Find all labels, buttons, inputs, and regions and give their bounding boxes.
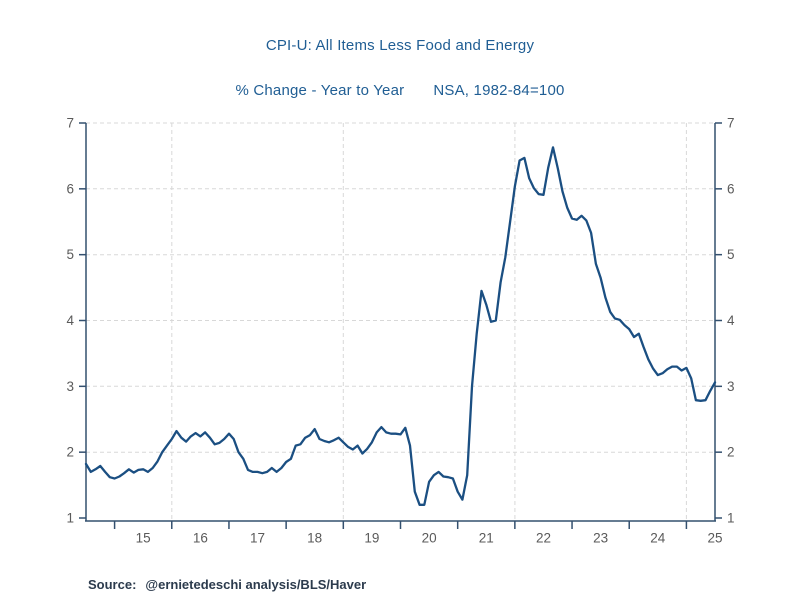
y-tick-label-right: 1 <box>727 511 735 526</box>
y-tick-label-left: 3 <box>66 379 74 394</box>
y-ticks: 1 1 2 2 3 3 4 4 5 5 6 6 7 7 <box>66 116 735 526</box>
y-tick-label-left: 7 <box>66 116 74 131</box>
x-tick-label: 17 <box>250 531 265 546</box>
x-tick-label: 20 <box>422 531 437 546</box>
x-ticks: 15 16 17 18 19 20 21 22 23 24 25 <box>113 521 723 546</box>
x-tick-label: 21 <box>479 531 494 546</box>
y-tick-label-right: 3 <box>727 379 735 394</box>
chart-subtitle-basis: NSA, 1982-84=100 <box>433 82 565 99</box>
vertical-gridlines <box>171 123 687 521</box>
data-series-line <box>84 146 717 506</box>
x-tick-label: 15 <box>136 531 151 546</box>
x-tick-label: 23 <box>593 531 608 546</box>
y-tick-label-right: 5 <box>727 247 735 262</box>
y-tick-label-right: 6 <box>727 181 735 196</box>
horizontal-gridlines <box>86 122 715 453</box>
source-note: Source: @ernietedeschi analysis/BLS/Haver <box>88 577 366 592</box>
y-tick-label-left: 4 <box>66 313 74 328</box>
y-tick-label-right: 4 <box>727 313 735 328</box>
source-label: Source: <box>88 577 137 592</box>
y-tick-label-right: 2 <box>727 445 735 460</box>
source-text: @ernietedeschi analysis/BLS/Haver <box>145 577 367 592</box>
x-tick-label: 22 <box>536 531 551 546</box>
x-tick-label: 25 <box>707 531 722 546</box>
chart-title: CPI-U: All Items Less Food and Energy <box>265 37 535 54</box>
chart-subtitle: % Change - Year to Year NSA, 1982-84=100 <box>0 82 800 99</box>
y-tick-label-right: 7 <box>727 116 735 131</box>
y-tick-label-left: 5 <box>66 247 74 262</box>
y-tick-label-left: 1 <box>66 511 74 526</box>
chart-subtitle-measure: % Change - Year to Year <box>235 82 405 99</box>
x-tick-label: 18 <box>307 531 322 546</box>
x-tick-label: 16 <box>193 531 208 546</box>
y-tick-label-left: 6 <box>66 181 74 196</box>
x-tick-label: 19 <box>364 531 379 546</box>
y-tick-label-left: 2 <box>66 445 74 460</box>
x-tick-label: 24 <box>650 531 666 546</box>
